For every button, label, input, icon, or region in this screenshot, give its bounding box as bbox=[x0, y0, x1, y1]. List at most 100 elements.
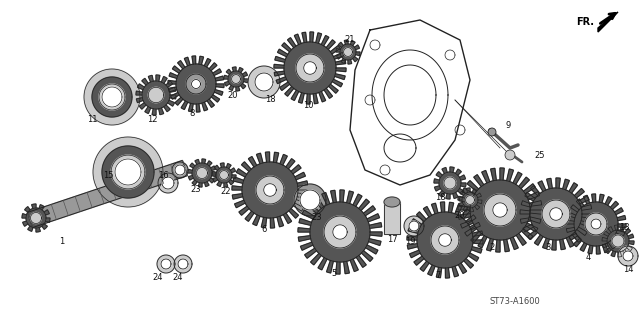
Text: 4: 4 bbox=[586, 254, 591, 263]
Polygon shape bbox=[172, 162, 188, 178]
Polygon shape bbox=[475, 205, 480, 210]
Polygon shape bbox=[608, 241, 616, 249]
Polygon shape bbox=[493, 203, 507, 217]
Polygon shape bbox=[298, 93, 304, 103]
Polygon shape bbox=[170, 95, 176, 99]
Polygon shape bbox=[102, 146, 154, 198]
Polygon shape bbox=[241, 162, 251, 171]
Polygon shape bbox=[458, 206, 470, 210]
Polygon shape bbox=[282, 43, 291, 52]
Text: 9: 9 bbox=[506, 121, 511, 130]
Polygon shape bbox=[476, 193, 481, 197]
Polygon shape bbox=[209, 178, 214, 183]
Text: 14: 14 bbox=[623, 265, 633, 275]
Polygon shape bbox=[467, 181, 479, 191]
Polygon shape bbox=[608, 226, 613, 233]
Polygon shape bbox=[330, 46, 340, 54]
Polygon shape bbox=[482, 171, 490, 183]
Polygon shape bbox=[574, 189, 584, 198]
Polygon shape bbox=[344, 40, 348, 44]
Polygon shape bbox=[496, 240, 500, 252]
Polygon shape bbox=[409, 221, 419, 231]
Polygon shape bbox=[370, 232, 382, 236]
Polygon shape bbox=[232, 175, 236, 179]
Polygon shape bbox=[148, 75, 153, 82]
Polygon shape bbox=[474, 175, 484, 187]
Polygon shape bbox=[289, 209, 298, 218]
Polygon shape bbox=[161, 259, 171, 269]
Polygon shape bbox=[205, 182, 209, 187]
Polygon shape bbox=[204, 58, 211, 67]
Polygon shape bbox=[436, 267, 442, 278]
Polygon shape bbox=[333, 225, 347, 239]
Polygon shape bbox=[348, 60, 352, 64]
Circle shape bbox=[488, 128, 496, 136]
Polygon shape bbox=[276, 77, 287, 84]
Polygon shape bbox=[520, 218, 531, 223]
Polygon shape bbox=[466, 196, 474, 204]
Polygon shape bbox=[162, 177, 174, 189]
Polygon shape bbox=[211, 166, 216, 170]
Polygon shape bbox=[438, 191, 445, 197]
Polygon shape bbox=[611, 201, 618, 209]
Polygon shape bbox=[192, 56, 196, 64]
Polygon shape bbox=[507, 169, 513, 182]
Polygon shape bbox=[623, 249, 628, 256]
Polygon shape bbox=[563, 179, 570, 190]
Polygon shape bbox=[524, 184, 535, 194]
Polygon shape bbox=[547, 178, 552, 189]
Polygon shape bbox=[257, 153, 263, 164]
Polygon shape bbox=[471, 247, 482, 253]
Polygon shape bbox=[236, 169, 247, 177]
Polygon shape bbox=[184, 57, 190, 66]
Polygon shape bbox=[456, 169, 461, 175]
Polygon shape bbox=[516, 234, 526, 245]
Polygon shape bbox=[298, 228, 310, 232]
Polygon shape bbox=[500, 168, 504, 180]
Polygon shape bbox=[175, 165, 185, 175]
Polygon shape bbox=[628, 241, 634, 245]
Text: 18: 18 bbox=[435, 194, 445, 203]
Polygon shape bbox=[580, 221, 591, 227]
Polygon shape bbox=[224, 75, 228, 79]
Polygon shape bbox=[235, 200, 245, 208]
Polygon shape bbox=[442, 167, 447, 174]
Polygon shape bbox=[577, 199, 584, 207]
Polygon shape bbox=[436, 172, 442, 177]
Polygon shape bbox=[335, 60, 346, 65]
Polygon shape bbox=[408, 227, 419, 233]
Text: 2: 2 bbox=[490, 242, 495, 251]
Text: 11: 11 bbox=[87, 115, 97, 124]
Polygon shape bbox=[305, 248, 317, 258]
Polygon shape bbox=[302, 32, 307, 43]
Polygon shape bbox=[169, 87, 175, 92]
Polygon shape bbox=[297, 181, 308, 186]
Polygon shape bbox=[178, 61, 185, 69]
Polygon shape bbox=[198, 183, 202, 187]
Polygon shape bbox=[293, 203, 303, 211]
Polygon shape bbox=[569, 183, 577, 193]
Text: 25: 25 bbox=[535, 151, 545, 160]
Polygon shape bbox=[599, 194, 604, 203]
Text: 16: 16 bbox=[157, 170, 168, 180]
Polygon shape bbox=[300, 190, 320, 210]
Polygon shape bbox=[470, 180, 530, 240]
Polygon shape bbox=[169, 73, 178, 78]
Polygon shape bbox=[534, 235, 543, 245]
Polygon shape bbox=[304, 62, 316, 74]
Text: 23: 23 bbox=[312, 212, 323, 221]
Polygon shape bbox=[207, 99, 214, 107]
Polygon shape bbox=[369, 239, 381, 245]
Polygon shape bbox=[142, 78, 148, 85]
Polygon shape bbox=[236, 86, 240, 91]
Polygon shape bbox=[310, 254, 321, 265]
Polygon shape bbox=[353, 57, 358, 62]
Polygon shape bbox=[404, 216, 424, 236]
Polygon shape bbox=[452, 266, 458, 277]
Polygon shape bbox=[445, 268, 449, 278]
Polygon shape bbox=[199, 56, 204, 65]
Polygon shape bbox=[274, 64, 284, 68]
Polygon shape bbox=[618, 224, 626, 228]
Polygon shape bbox=[458, 263, 467, 273]
Polygon shape bbox=[332, 79, 342, 87]
